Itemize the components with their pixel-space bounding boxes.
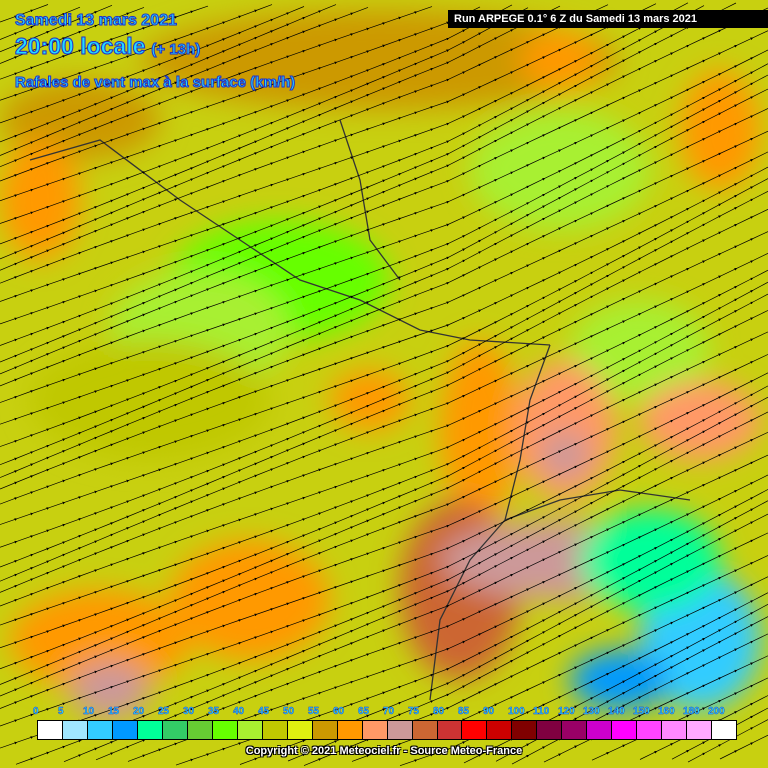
gust-area — [520, 30, 600, 90]
forecast-time: 20:00 locale (+ 13h) — [14, 33, 201, 60]
gust-color-field — [0, 10, 760, 720]
legend-label: 65 — [358, 706, 370, 717]
legend-label: 10 — [83, 706, 95, 717]
gust-area — [570, 650, 670, 710]
legend-label: 35 — [208, 706, 220, 717]
legend-label: 25 — [158, 706, 170, 717]
legend-swatch — [512, 721, 538, 739]
legend-swatch — [462, 721, 488, 739]
legend-swatch — [187, 721, 213, 739]
legend-label: 90 — [483, 706, 495, 717]
legend-swatch — [137, 721, 163, 739]
gust-area — [440, 340, 520, 520]
legend-swatch — [637, 721, 663, 739]
legend-swatch — [587, 721, 613, 739]
legend-label: 100 — [508, 706, 525, 717]
streamline — [687, 719, 768, 763]
legend-swatch — [287, 721, 313, 739]
legend-label: 40 — [233, 706, 245, 717]
legend-swatch — [162, 721, 188, 739]
copyright: Copyright © 2021 Meteociel.fr - Source M… — [245, 745, 523, 757]
legend-swatch — [412, 721, 438, 739]
legend-label: 60 — [333, 706, 345, 717]
legend-label: 30 — [183, 706, 195, 717]
legend-label: 55 — [308, 706, 320, 717]
legend-swatch — [337, 721, 363, 739]
gust-area — [680, 70, 760, 190]
model-run-label: Run ARPEGE 0.1° 6 Z du Samedi 13 mars 20… — [448, 10, 768, 28]
legend-swatch — [537, 721, 563, 739]
gust-area — [30, 340, 270, 460]
legend-swatch — [362, 721, 388, 739]
legend-label: 20 — [133, 706, 145, 717]
legend-label: 70 — [383, 706, 395, 717]
legend-swatch — [612, 721, 638, 739]
streamline — [719, 734, 768, 760]
legend-label: 80 — [433, 706, 445, 717]
gust-area — [580, 510, 720, 610]
legend-swatch — [487, 721, 513, 739]
legend-label: 120 — [558, 706, 575, 717]
legend-label: 0 — [33, 706, 39, 717]
legend-labels: 0 5 10 15 20 25 30 35 40 45 50 55 60 65 70 75 80 85 90 100 1… — [33, 705, 737, 719]
forecast-lead: (+ 13h) — [151, 41, 201, 59]
legend-swatch — [62, 721, 88, 739]
legend-swatch — [312, 721, 338, 739]
legend-swatch — [112, 721, 138, 739]
legend-swatch — [437, 721, 463, 739]
legend-label: 140 — [608, 706, 625, 717]
legend-swatch — [712, 721, 737, 739]
legend-swatch — [562, 721, 588, 739]
legend-swatch — [87, 721, 113, 739]
forecast-date: Samedi 13 mars 2021 — [15, 12, 178, 30]
legend-label: 15 — [108, 706, 120, 717]
legend-label: 160 — [658, 706, 675, 717]
legend-swatch — [237, 721, 263, 739]
legend-label: 50 — [283, 706, 295, 717]
legend-label: 130 — [583, 706, 600, 717]
legend-swatch — [38, 721, 63, 739]
legend-swatch — [262, 721, 288, 739]
legend-label: 75 — [408, 706, 420, 717]
legend-label: 150 — [633, 706, 650, 717]
legend-label: 5 — [58, 706, 64, 717]
legend-label: 200 — [708, 706, 725, 717]
legend-label: 85 — [458, 706, 470, 717]
legend-swatch — [212, 721, 238, 739]
legend-label: 45 — [258, 706, 270, 717]
legend-label: 180 — [683, 706, 700, 717]
legend-swatch — [687, 721, 713, 739]
forecast-time-label: 20:00 locale — [14, 33, 146, 60]
parameter-title: Rafales de vent max à la surface (km/h) — [14, 74, 296, 92]
legend-label: 110 — [533, 706, 550, 717]
color-legend — [37, 720, 737, 740]
gust-area — [640, 380, 760, 460]
legend-swatch — [387, 721, 413, 739]
legend-swatch — [662, 721, 688, 739]
